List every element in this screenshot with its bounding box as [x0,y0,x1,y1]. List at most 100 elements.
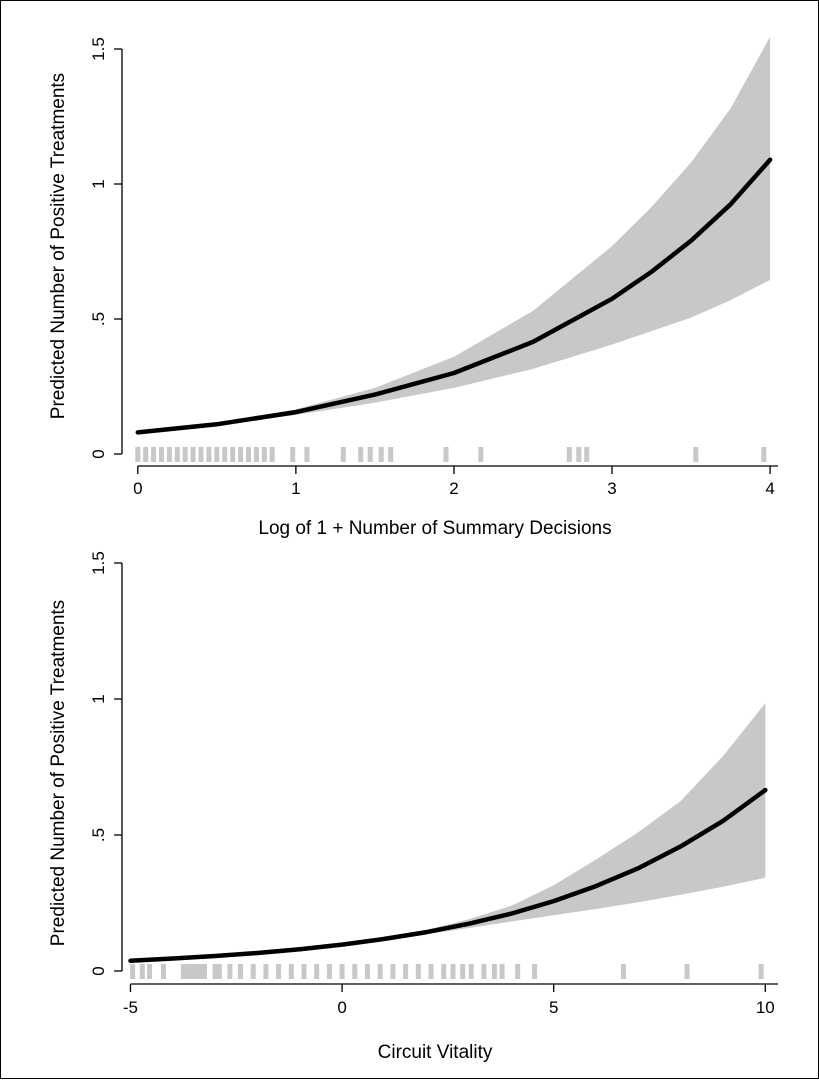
y-tick-label: 1.5 [89,551,108,575]
rug-mark [326,964,332,979]
rug-mark [238,964,243,979]
rug-mark [143,447,149,462]
rug-mark [515,964,521,979]
rug-mark [151,447,157,462]
rug-mark [288,964,294,979]
x-tick-label: 5 [549,998,558,1017]
top-panel: 0 .5 1 1.5 0 1 2 3 4 Log of 1 + Number of Summary… [48,36,778,539]
rug-mark [443,447,449,462]
rug-mark [481,964,487,979]
rug-mark [227,964,233,979]
rug-mark [214,447,220,462]
rug-mark [190,447,196,462]
x-tick-label: -5 [123,998,138,1017]
y-tick-label: 1 [89,694,108,703]
rug-mark [621,964,626,979]
rug-mark [460,964,466,979]
rug-mark [377,964,383,979]
confidence-band [130,703,766,962]
bottom-panel: 0 .5 1 1.5 -5 0 5 10 Circuit Vitality Predicted N… [48,551,778,1063]
rug-mark [576,447,582,462]
x-axis-title: Circuit Vitality [378,1042,493,1063]
confidence-band [137,36,771,434]
rug-mark [428,964,434,979]
x-tick-label: 4 [765,479,774,498]
rug-mark [182,447,188,462]
rug-mark [388,447,394,462]
rug-mark [253,447,259,462]
rug-mark [499,964,505,979]
rug-mark [180,964,186,979]
rug-mark [263,964,269,979]
rug-mark [478,447,484,462]
y-tick-label: 1.5 [89,37,108,61]
rug-mark [301,964,307,979]
rug-mark [450,964,456,979]
y-tick-label: .5 [89,828,108,842]
rug-mark [358,447,364,462]
rug-mark [139,964,145,979]
x-tick-label: 0 [337,998,346,1017]
rug-mark [193,964,199,979]
rug-mark [161,964,166,979]
rug-mark [230,447,236,462]
rug-mark [468,964,474,979]
y-axis-title: Predicted Number of Positive Treatments [48,600,69,946]
rug-mark [340,447,346,462]
rug-mark [174,447,180,462]
rug-mark [147,964,152,979]
rug-mark [246,447,251,462]
rug-mark [166,447,172,462]
rug-mark [222,447,228,462]
prediction-line [128,787,768,963]
rug-mark [339,964,345,979]
rug-mark [198,447,204,462]
rug-mark [314,964,320,979]
x-tick-label: 2 [449,479,458,498]
rug-mark [189,964,195,979]
rug-mark [378,447,384,462]
rug-mark [390,964,396,979]
rug-mark [185,964,191,979]
rug-mark [566,447,572,462]
rug-mark [403,964,409,979]
rug-mark [261,447,267,462]
y-axis-title: Predicted Number of Positive Treatments [48,73,69,419]
y-tick-label: .5 [89,312,108,326]
rug-mark [276,964,282,979]
y-tick-label: 0 [89,966,108,975]
rug-mark [415,964,421,979]
rug-mark [238,447,244,462]
rug-mark [761,447,767,462]
x-tick-label: 0 [133,479,142,498]
rug-mark [304,447,310,462]
rug-mark [212,964,218,979]
rug-mark [250,964,256,979]
prediction-line [135,157,773,435]
rug-mark [216,964,222,979]
rug-mark [365,964,370,979]
x-tick-label: 1 [291,479,300,498]
rug-mark [352,964,358,979]
rug-mark [693,447,699,462]
x-tick-label: 10 [756,998,775,1017]
rug-mark [758,964,764,979]
rug-mark [135,447,141,462]
rug-mark [441,964,447,979]
rug-mark [269,447,275,462]
rug-mark [206,447,212,462]
rug-mark [130,964,136,979]
rug-mark [491,964,497,979]
rug-mark [532,964,538,979]
rug-mark [584,447,590,462]
x-tick-label: 3 [607,479,616,498]
x-axis-title: Log of 1 + Number of Summary Decisions [258,518,611,539]
rug-mark [290,447,296,462]
rug-mark [684,964,690,979]
y-tick-label: 1 [89,179,108,188]
rug-mark [159,447,164,462]
rug-mark [367,447,373,462]
rug-mark [197,964,203,979]
rug-mark [202,964,207,979]
